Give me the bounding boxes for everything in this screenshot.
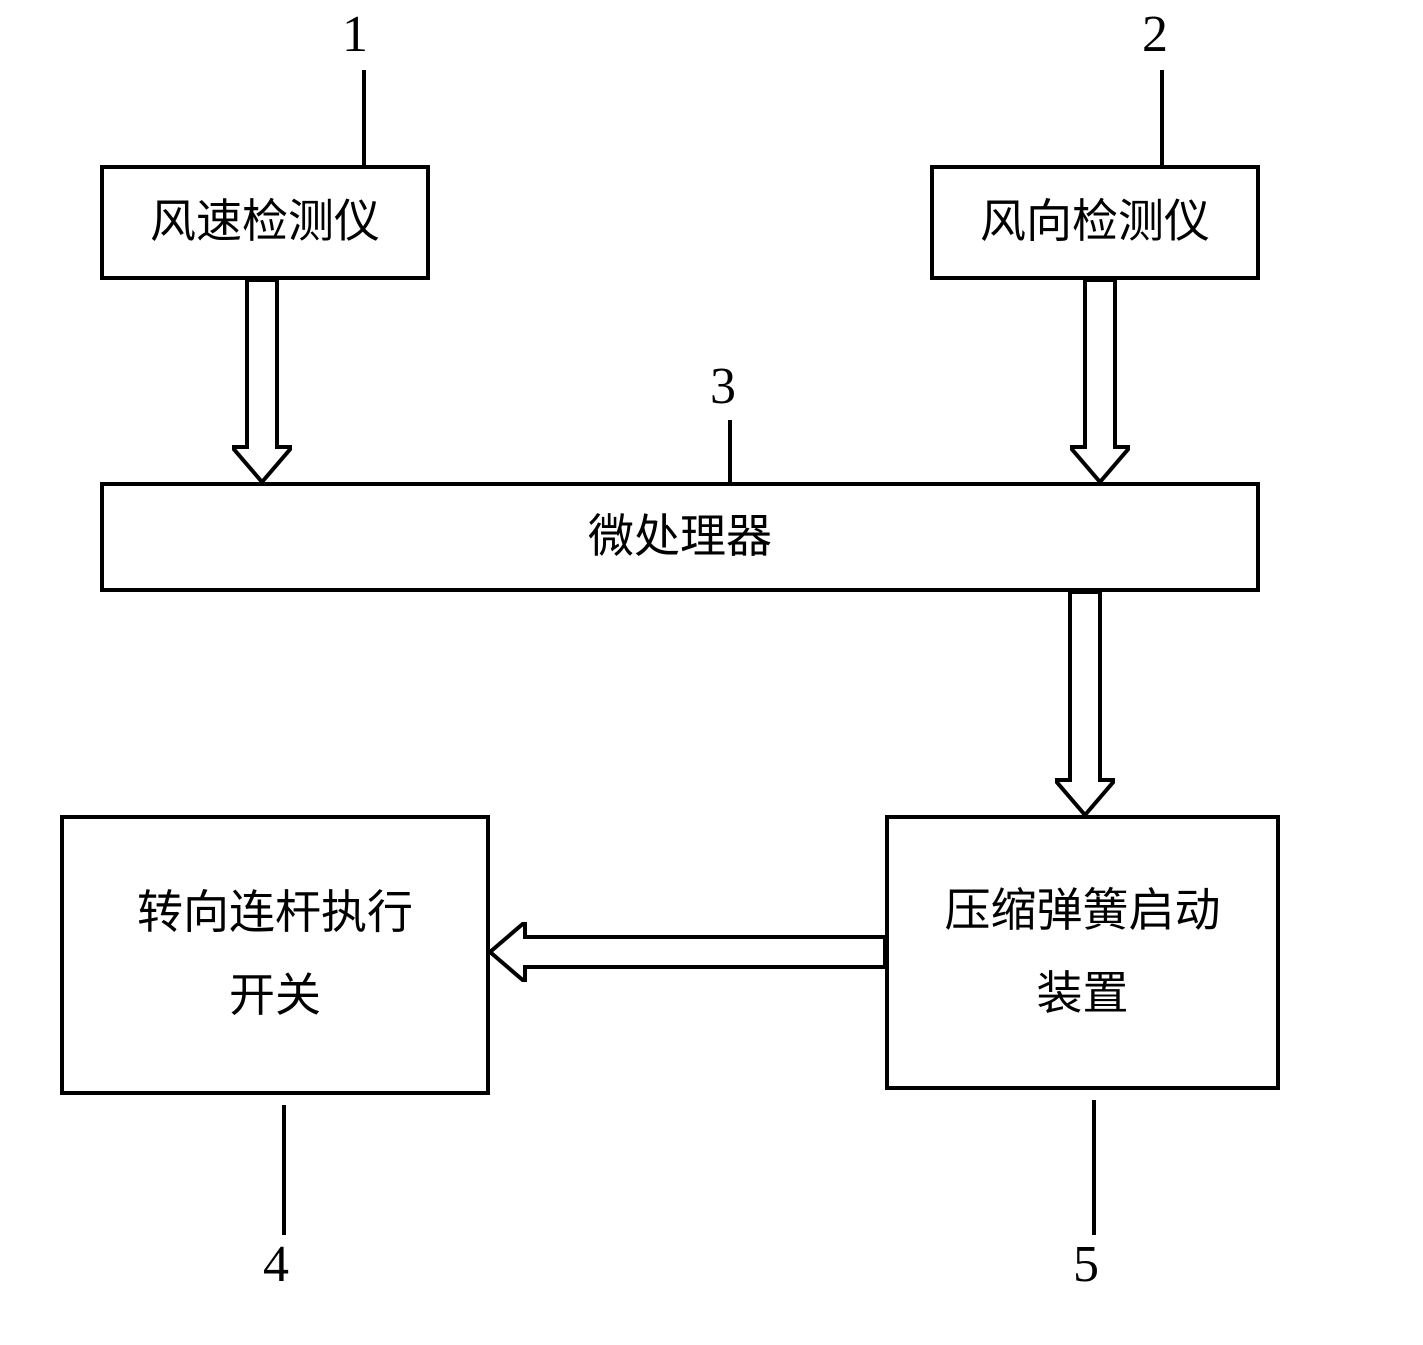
node-label: 风速检测仪 xyxy=(150,181,380,264)
callout-line-2 xyxy=(1160,70,1164,165)
node-wind-speed-detector: 风速检测仪 xyxy=(100,165,430,280)
callout-line-1 xyxy=(362,70,366,165)
node-label: 风向检测仪 xyxy=(980,181,1210,264)
arrow-n3-n5 xyxy=(1055,592,1115,815)
node-wind-direction-detector: 风向检测仪 xyxy=(930,165,1260,280)
node-label: 压缩弹簧启动 装置 xyxy=(945,870,1221,1036)
callout-line-5 xyxy=(1092,1100,1096,1235)
callout-label-1: 1 xyxy=(342,5,368,64)
callout-line-3 xyxy=(728,420,732,482)
callout-line-4 xyxy=(282,1105,286,1235)
callout-label-3: 3 xyxy=(710,357,736,416)
node-microprocessor: 微处理器 xyxy=(100,482,1260,592)
arrow-n5-n4 xyxy=(490,922,885,982)
arrow-n2-n3 xyxy=(1070,280,1130,482)
node-compression-spring-starter: 压缩弹簧启动 装置 xyxy=(885,815,1280,1090)
callout-label-2: 2 xyxy=(1142,5,1168,64)
node-label: 转向连杆执行 开关 xyxy=(137,872,413,1038)
arrow-n1-n3 xyxy=(232,280,292,482)
node-label: 微处理器 xyxy=(588,496,772,579)
callout-label-4: 4 xyxy=(263,1235,289,1294)
callout-label-5: 5 xyxy=(1073,1235,1099,1294)
node-steering-rod-switch: 转向连杆执行 开关 xyxy=(60,815,490,1095)
